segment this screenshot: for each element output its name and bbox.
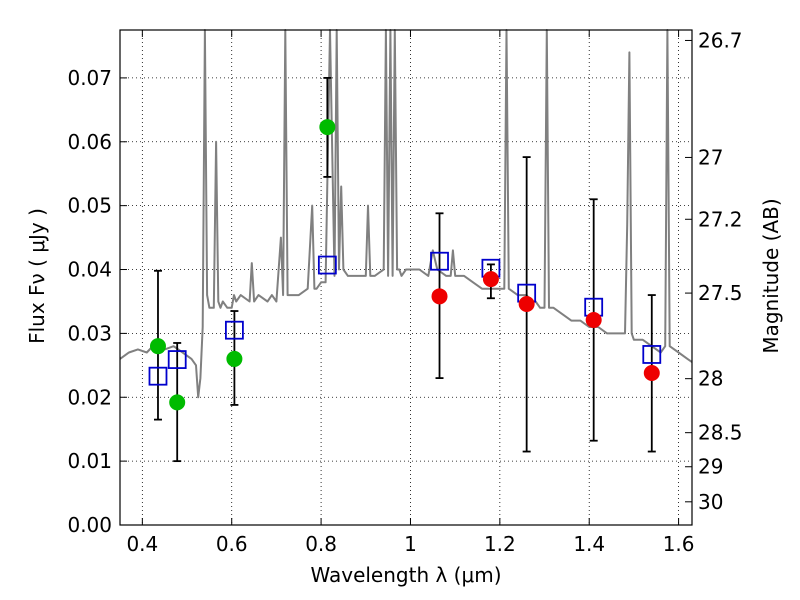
data-point-marker: [226, 350, 243, 367]
model-square-marker: [430, 251, 449, 271]
y-tick-label: 0.02: [67, 385, 112, 409]
y2-axis-title: Magnitude (AB): [759, 198, 783, 353]
y-tick-label: 0.03: [67, 321, 112, 345]
x-tick-label: 1.2: [484, 532, 516, 556]
model-square-marker: [317, 255, 337, 275]
y-tick-label: 0.01: [67, 449, 112, 473]
y2-tick-label: 27.2: [698, 207, 743, 231]
y2-tick-label: 26.7: [698, 28, 743, 52]
y2-tick-label: 29: [698, 455, 723, 479]
model-square-marker: [224, 320, 244, 340]
x-tick-label: 0.4: [126, 532, 158, 556]
x-tick-label: 0.8: [305, 532, 337, 556]
data-point-marker: [431, 288, 448, 305]
model-square-marker: [148, 366, 168, 386]
y2-tick-label: 28: [698, 367, 723, 391]
data-point-marker: [149, 338, 166, 355]
data-point-marker: [169, 394, 186, 411]
data-point-marker: [585, 311, 602, 328]
tick-labels-layer: 0.4 0.6 0.8 1 1.2 1.4 1.6 0.00 0.01 0.02 0.03 0.04 0…: [67, 28, 742, 556]
x-tick-label: 1.6: [663, 532, 695, 556]
model-square-marker: [167, 350, 187, 369]
y2-tick-label: 30: [698, 490, 723, 514]
x-tick-label: 0.6: [216, 532, 248, 556]
y-tick-label: 0.05: [67, 194, 112, 218]
y2-tick-label: 27: [698, 145, 723, 169]
y-tick-label: 0.06: [67, 130, 112, 154]
markers-layer: [148, 119, 662, 411]
plot-frame: [119, 29, 693, 526]
data-point-marker: [643, 364, 660, 381]
y2-tick-label: 27.5: [698, 281, 743, 305]
y-tick-label: 0.00: [67, 513, 112, 537]
data-point-marker: [482, 271, 499, 288]
data-point-marker: [518, 296, 535, 313]
x-tick-label: 1: [404, 532, 417, 556]
data-point-marker: [319, 119, 336, 136]
ticks-layer: [120, 30, 692, 526]
x-tick-label: 1.4: [573, 532, 605, 556]
y-tick-label: 0.07: [67, 66, 112, 90]
y2-tick-label: 28.5: [698, 421, 743, 445]
y-axis-title: Flux Fν ( μJy ): [25, 208, 49, 344]
model-square-marker: [642, 345, 662, 364]
x-axis-title: Wavelength λ (μm): [310, 563, 501, 587]
spectrum-layer: [119, 29, 693, 399]
y-tick-label: 0.04: [67, 258, 112, 282]
spectrum-line: [119, 29, 693, 399]
